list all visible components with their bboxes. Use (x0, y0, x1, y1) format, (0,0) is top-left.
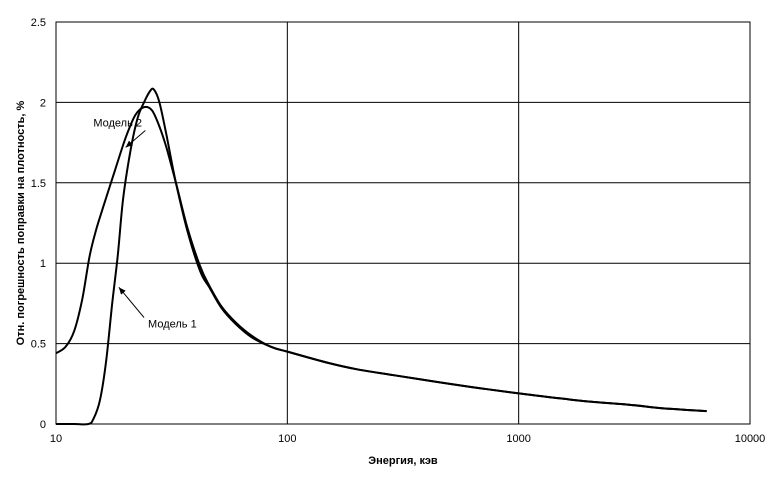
y-gridlines (56, 101, 750, 345)
annotation-arrowhead (118, 287, 126, 295)
y-tick-label: 0 (40, 419, 46, 431)
series-layer (55, 87, 707, 426)
y-tick-label: 2.5 (31, 17, 46, 29)
x-tick-label: 10000 (735, 433, 766, 445)
x-axis-title: Энергия, кэв (368, 455, 438, 467)
annotation-label: Модель 1 (148, 319, 197, 331)
y-tick-label: 1 (40, 258, 46, 270)
x-tick-label: 10 (50, 433, 62, 445)
plot-area (55, 21, 751, 425)
y-tick-label: 2 (40, 97, 46, 109)
x-tick-label: 100 (278, 433, 296, 445)
annotations: Модель 2 Модель 1 (93, 118, 196, 331)
y-tick-label: 0.5 (31, 339, 46, 351)
y-tick-labels: 0 0.5 1 1.5 2 2.5 (31, 17, 46, 431)
series-line-model-2 (55, 105, 707, 413)
x-gridlines (286, 22, 520, 424)
annotation-arrowhead (125, 140, 133, 148)
annotation-label: Модель 2 (93, 118, 142, 130)
y-tick-label: 1.5 (31, 178, 46, 190)
x-tick-labels: 10 100 1000 10000 (50, 433, 765, 445)
y-axis-title: Отн. погрешность поправки на плотность, … (15, 100, 27, 345)
x-tick-label: 1000 (506, 433, 530, 445)
